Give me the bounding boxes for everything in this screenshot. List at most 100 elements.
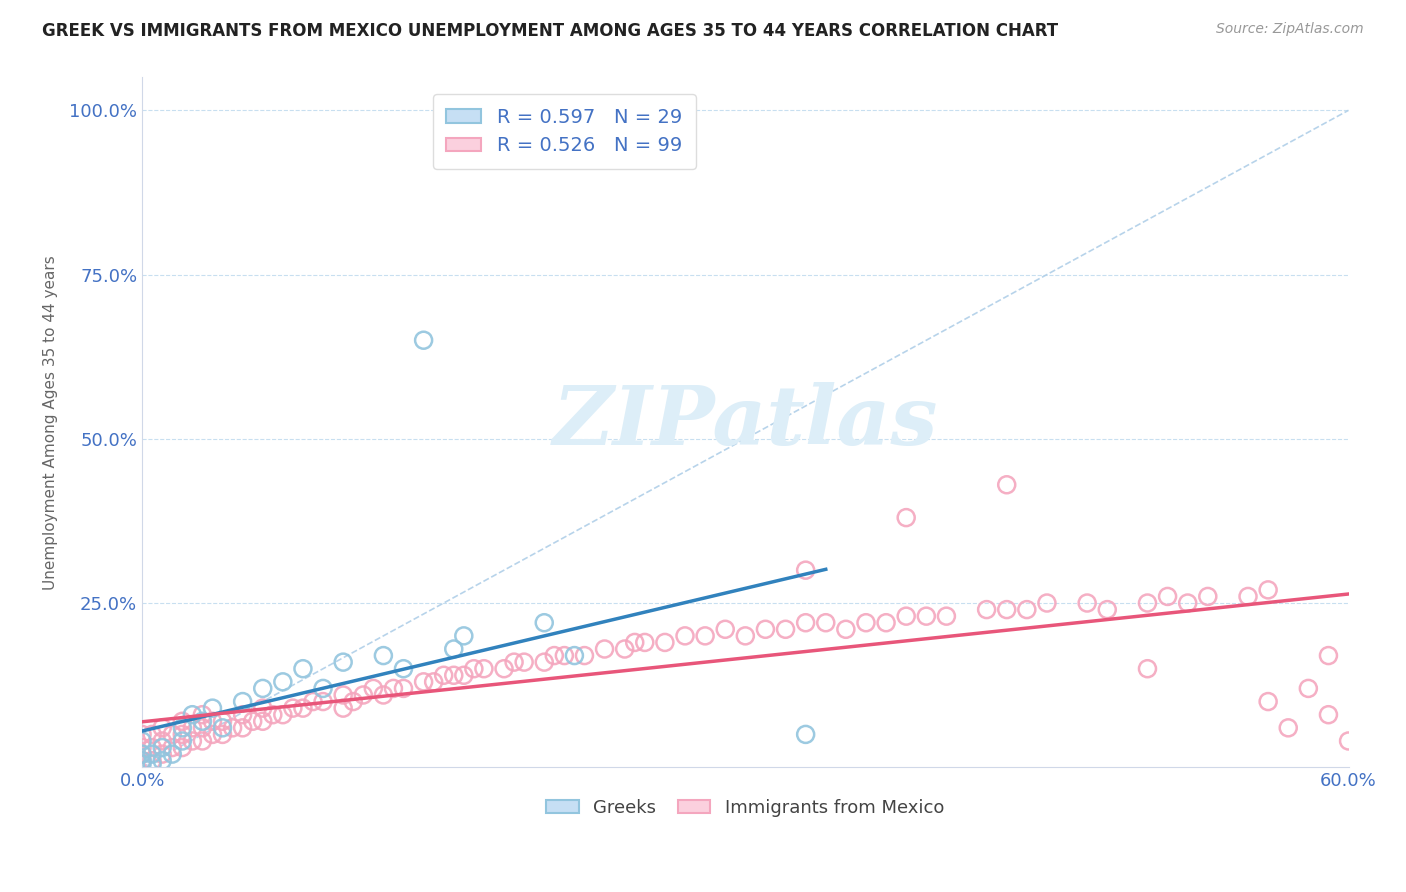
Point [352, 688, 374, 702]
Point [131, 727, 153, 741]
Point [172, 721, 194, 735]
Point [332, 655, 354, 669]
Point [342, 695, 364, 709]
Text: GREEK VS IMMIGRANTS FROM MEXICO UNEMPLOYMENT AMONG AGES 35 TO 44 YEARS CORRELATI: GREEK VS IMMIGRANTS FROM MEXICO UNEMPLOY… [42, 22, 1059, 40]
Point [443, 668, 465, 682]
Point [995, 602, 1018, 616]
Point [131, 747, 153, 761]
Point [814, 615, 837, 630]
Point [1317, 707, 1340, 722]
Point [392, 681, 415, 696]
Point [271, 674, 294, 689]
Point [574, 648, 596, 663]
Point [935, 609, 957, 624]
Point [172, 714, 194, 729]
Point [896, 609, 918, 624]
Point [172, 727, 194, 741]
Point [453, 668, 475, 682]
Point [775, 622, 797, 636]
Point [835, 622, 858, 636]
Point [634, 635, 657, 649]
Point [131, 740, 153, 755]
Point [472, 662, 495, 676]
Point [412, 674, 434, 689]
Point [271, 707, 294, 722]
Point [131, 754, 153, 768]
Point [593, 642, 616, 657]
Point [654, 635, 676, 649]
Point [172, 734, 194, 748]
Point [1277, 721, 1299, 735]
Point [695, 629, 717, 643]
Point [141, 756, 163, 771]
Point [332, 688, 354, 702]
Point [392, 662, 415, 676]
Point [162, 740, 184, 755]
Point [794, 615, 817, 630]
Point [191, 707, 214, 722]
Point [1036, 596, 1059, 610]
Point [252, 714, 274, 729]
Point [162, 727, 184, 741]
Point [613, 642, 636, 657]
Point [1257, 695, 1279, 709]
Point [382, 681, 405, 696]
Point [150, 740, 173, 755]
Point [503, 655, 526, 669]
Point [252, 701, 274, 715]
Point [553, 648, 575, 663]
Point [875, 615, 897, 630]
Point [513, 655, 536, 669]
Point [855, 615, 877, 630]
Point [211, 727, 233, 741]
Point [191, 714, 214, 729]
Point [1237, 590, 1260, 604]
Point [492, 662, 515, 676]
Text: Source: ZipAtlas.com: Source: ZipAtlas.com [1216, 22, 1364, 37]
Point [373, 648, 395, 663]
Point [232, 721, 254, 735]
Point [373, 688, 395, 702]
Point [150, 747, 173, 761]
Y-axis label: Unemployment Among Ages 35 to 44 years: Unemployment Among Ages 35 to 44 years [44, 255, 58, 590]
Point [533, 615, 555, 630]
Point [232, 707, 254, 722]
Point [141, 740, 163, 755]
Point [794, 727, 817, 741]
Point [443, 642, 465, 657]
Point [172, 740, 194, 755]
Point [162, 747, 184, 761]
Point [363, 681, 385, 696]
Point [262, 707, 284, 722]
Point [754, 622, 776, 636]
Point [291, 662, 314, 676]
Point [896, 510, 918, 524]
Point [564, 648, 586, 663]
Point [1257, 582, 1279, 597]
Point [543, 648, 565, 663]
Point [1136, 662, 1159, 676]
Point [1136, 596, 1159, 610]
Point [1156, 590, 1178, 604]
Point [332, 701, 354, 715]
Point [995, 477, 1018, 491]
Point [131, 756, 153, 771]
Point [281, 701, 304, 715]
Point [1097, 602, 1119, 616]
Point [141, 747, 163, 761]
Point [1317, 648, 1340, 663]
Point [422, 674, 444, 689]
Point [141, 727, 163, 741]
Point [291, 701, 314, 715]
Point [1197, 590, 1219, 604]
Point [1076, 596, 1098, 610]
Point [211, 714, 233, 729]
Point [976, 602, 998, 616]
Point [141, 754, 163, 768]
Point [150, 754, 173, 768]
Point [1015, 602, 1038, 616]
Point [794, 563, 817, 577]
Point [412, 333, 434, 347]
Point [433, 668, 456, 682]
Point [232, 695, 254, 709]
